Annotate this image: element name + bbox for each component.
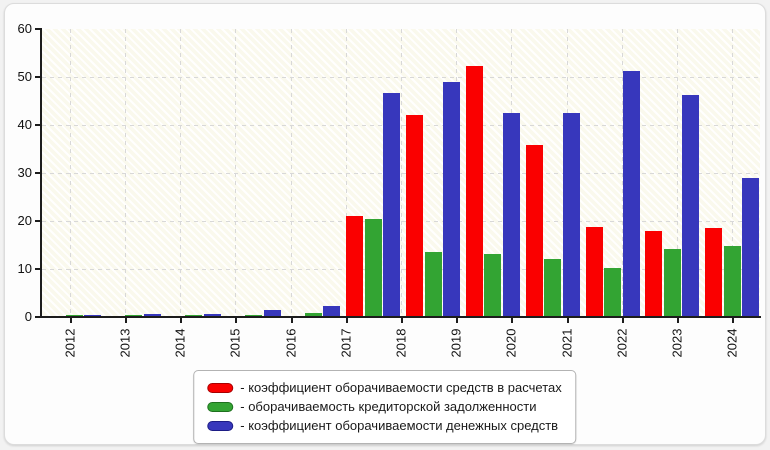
x-axis-label-2016: 2016 bbox=[283, 328, 299, 358]
x-axis-label-2019: 2019 bbox=[448, 328, 464, 358]
x-axis-label-2023: 2023 bbox=[669, 328, 685, 358]
bar-cash-turnover-2019 bbox=[502, 113, 520, 317]
bar-payables-turnover-2019 bbox=[484, 253, 502, 317]
chart-card: 0 10 20 30 40 50 60 2012 2013 2014 2015 2016 2017 20… bbox=[4, 3, 766, 445]
bar-payables-turnover-2017 bbox=[364, 218, 382, 317]
bar-cash-turnover-2021 bbox=[622, 71, 640, 317]
bar-cash-turnover-2014 bbox=[203, 313, 221, 317]
x-axis-label-2018: 2018 bbox=[393, 328, 409, 358]
x-axis-label-2020: 2020 bbox=[503, 328, 519, 358]
gridline-vertical bbox=[69, 29, 71, 317]
bar-cash-turnover-2022 bbox=[682, 95, 700, 317]
y-axis-label: 0 bbox=[24, 309, 32, 324]
y-axis-tick bbox=[35, 268, 40, 270]
x-axis-label-2014: 2014 bbox=[172, 328, 188, 358]
bar-cash-turnover-2015 bbox=[263, 310, 281, 317]
x-axis-label-2015: 2015 bbox=[227, 328, 243, 358]
x-axis-tick bbox=[732, 318, 735, 323]
y-axis-label: 30 bbox=[17, 165, 32, 180]
x-axis-tick bbox=[345, 318, 348, 323]
legend: - коэффициент оборачиваемости средств в … bbox=[193, 370, 577, 444]
legend-label: - оборачиваемость кредиторской задолженн… bbox=[240, 399, 537, 414]
gridline-vertical bbox=[235, 29, 237, 317]
bar-receivables-turnover-2017 bbox=[346, 216, 364, 317]
x-axis-tick bbox=[290, 318, 293, 323]
legend-label: - коэффициент оборачиваемости денежных с… bbox=[240, 418, 559, 433]
y-axis-tick bbox=[35, 172, 40, 174]
y-axis-tick bbox=[35, 316, 40, 318]
bar-payables-turnover-2015 bbox=[245, 314, 262, 317]
x-axis-label-2022: 2022 bbox=[614, 328, 630, 358]
gridline-vertical bbox=[345, 29, 347, 317]
x-axis-tick bbox=[401, 318, 403, 323]
x-axis-tick bbox=[677, 318, 680, 323]
x-axis-tick bbox=[235, 318, 238, 323]
bar-receivables-turnover-2020 bbox=[525, 145, 543, 317]
y-axis-tick bbox=[35, 28, 40, 30]
y-axis-label: 10 bbox=[17, 261, 32, 276]
x-axis-label-2021: 2021 bbox=[559, 328, 575, 358]
y-axis-label: 20 bbox=[17, 213, 32, 228]
bar-payables-turnover-2018 bbox=[424, 252, 442, 317]
x-axis-label-2013: 2013 bbox=[117, 328, 133, 358]
x-axis-label-2012: 2012 bbox=[62, 328, 78, 358]
x-axis-label-2024: 2024 bbox=[724, 328, 740, 358]
legend-swatch-green bbox=[207, 401, 234, 412]
x-axis-tick bbox=[180, 318, 183, 323]
bar-cash-turnover-2013 bbox=[143, 314, 161, 317]
gridline-vertical bbox=[621, 29, 623, 317]
x-axis-tick bbox=[124, 318, 127, 323]
y-axis-tick bbox=[35, 76, 40, 78]
x-axis-tick bbox=[69, 318, 72, 323]
bar-cash-turnover-2017 bbox=[383, 92, 401, 317]
bar-payables-turnover-2021 bbox=[604, 267, 621, 317]
bar-payables-turnover-2023 bbox=[723, 245, 741, 317]
y-axis-tick bbox=[35, 220, 40, 222]
bar-receivables-turnover-2021 bbox=[585, 227, 603, 317]
bar-receivables-turnover-2018 bbox=[406, 115, 423, 317]
legend-swatch-blue bbox=[207, 420, 234, 431]
plot-area bbox=[42, 29, 760, 317]
x-axis-line bbox=[40, 316, 761, 318]
bar-cash-turnover-2023 bbox=[742, 177, 760, 317]
bar-cash-turnover-2016 bbox=[323, 306, 341, 317]
bar-payables-turnover-2020 bbox=[544, 259, 562, 317]
x-axis-tick bbox=[511, 318, 514, 323]
gridline-vertical bbox=[290, 29, 292, 317]
gridline-vertical bbox=[401, 29, 402, 317]
gridline-vertical bbox=[732, 29, 734, 317]
bar-payables-turnover-2016 bbox=[304, 313, 322, 317]
legend-label: - коэффициент оборачиваемости средств в … bbox=[240, 380, 562, 395]
y-axis-line bbox=[40, 28, 42, 318]
legend-item-receivables-turnover: - коэффициент оборачиваемости средств в … bbox=[207, 378, 562, 397]
bar-cash-turnover-2018 bbox=[443, 81, 460, 317]
x-axis-tick bbox=[621, 318, 624, 323]
bar-receivables-turnover-2023 bbox=[705, 228, 723, 317]
bar-receivables-turnover-2019 bbox=[465, 65, 483, 317]
y-axis-tick bbox=[35, 124, 40, 126]
gridline-vertical bbox=[124, 29, 126, 317]
bar-cash-turnover-2020 bbox=[562, 113, 580, 317]
legend-item-payables-turnover: - оборачиваемость кредиторской задолженн… bbox=[207, 397, 561, 416]
x-axis-label-2017: 2017 bbox=[338, 328, 354, 358]
legend-swatch-red bbox=[207, 382, 234, 393]
legend-item-cash-turnover: - коэффициент оборачиваемости денежных с… bbox=[207, 416, 561, 435]
bar-receivables-turnover-2022 bbox=[645, 231, 663, 317]
x-axis-tick bbox=[566, 318, 569, 323]
y-axis-label: 60 bbox=[17, 21, 32, 36]
y-axis-label: 50 bbox=[17, 69, 32, 84]
gridline-vertical bbox=[677, 29, 679, 317]
x-axis-tick bbox=[456, 318, 459, 323]
gridline-vertical bbox=[180, 29, 182, 317]
y-axis-label: 40 bbox=[17, 117, 32, 132]
bar-payables-turnover-2022 bbox=[663, 248, 681, 317]
